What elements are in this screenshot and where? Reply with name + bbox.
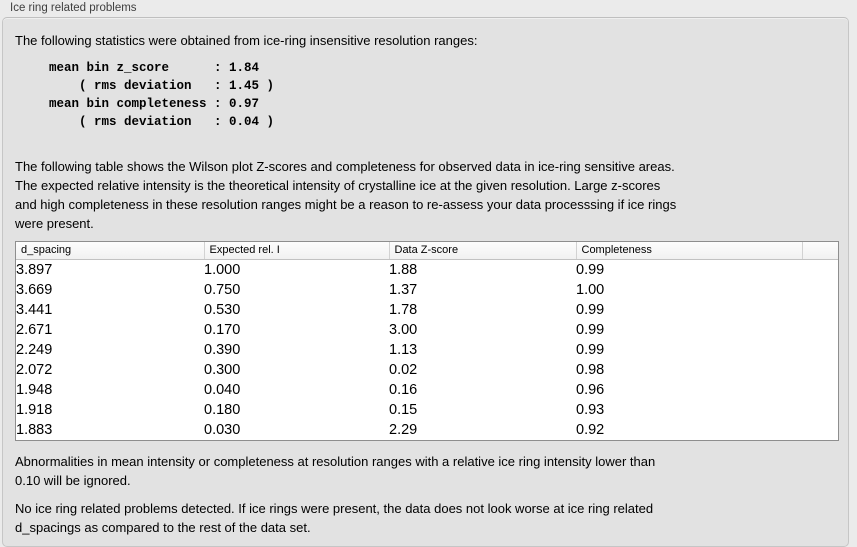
table-description-text: The following table shows the Wilson plo… <box>15 159 677 231</box>
table-cell: 2.671 <box>16 321 53 338</box>
table-cell: 0.99 <box>576 261 605 278</box>
table-cell: 0.02 <box>389 361 418 378</box>
table-cell: 0.92 <box>576 421 605 438</box>
table-row[interactable]: 3.669 0.750 1.37 1.00 <box>16 280 838 300</box>
table-cell: 1.000 <box>204 261 241 278</box>
conclusion-text: No ice ring related problems detected. I… <box>15 500 654 535</box>
table-cell: 0.16 <box>389 381 418 398</box>
table-cell: 1.78 <box>389 301 418 318</box>
table-cell: 0.750 <box>204 281 241 298</box>
table-cell: 1.948 <box>16 381 53 398</box>
table-cell: 0.98 <box>576 361 605 378</box>
table-cell: 3.00 <box>389 321 418 338</box>
table-row[interactable]: 3.441 0.530 1.78 0.99 <box>16 300 838 320</box>
table-cell: 3.441 <box>16 301 53 318</box>
table-header-row: d_spacing Expected rel. I Data Z-score Comp… <box>16 242 838 260</box>
table-cell: 1.918 <box>16 401 53 418</box>
table-row[interactable]: 3.897 1.000 1.88 0.99 <box>16 259 838 280</box>
table-cell-empty <box>802 280 838 300</box>
table-cell-empty <box>802 360 838 380</box>
table-cell-empty <box>802 420 838 440</box>
table-cell-empty <box>802 300 838 320</box>
ice-ring-table: d_spacing Expected rel. I Data Z-score Comp… <box>15 241 839 441</box>
table-row[interactable]: 1.883 0.030 2.29 0.92 <box>16 420 838 440</box>
column-header-data-z-score[interactable]: Data Z-score <box>389 242 577 260</box>
table-cell: 1.00 <box>576 281 605 298</box>
table-row[interactable]: 1.948 0.040 0.16 0.96 <box>16 380 838 400</box>
table-cell: 0.030 <box>204 421 241 438</box>
table-cell: 0.180 <box>204 401 241 418</box>
table-cell: 3.669 <box>16 281 53 298</box>
table-cell-empty <box>802 400 838 420</box>
table-cell: 0.170 <box>204 321 241 338</box>
table-cell: 0.99 <box>576 341 605 358</box>
table-row[interactable]: 2.671 0.170 3.00 0.99 <box>16 320 838 340</box>
table-cell: 2.249 <box>16 341 53 358</box>
table-cell-empty <box>802 320 838 340</box>
table-cell-empty <box>802 340 838 360</box>
table-cell: 0.99 <box>576 321 605 338</box>
column-header-empty <box>802 242 838 260</box>
table-row[interactable]: 1.918 0.180 0.15 0.93 <box>16 400 838 420</box>
groupbox-title: Ice ring related problems <box>10 2 137 14</box>
table-body: 3.897 1.000 1.88 0.99 3.669 0.750 1.37 1.00 3.44… <box>16 259 838 440</box>
table-row[interactable]: 2.249 0.390 1.13 0.99 <box>16 340 838 360</box>
ice-ring-panel: The following statistics were obtained f… <box>2 17 849 547</box>
column-header-expected-rel-i[interactable]: Expected rel. I <box>204 242 390 260</box>
table-cell: 0.530 <box>204 301 241 318</box>
ignore-note-text: Abnormalities in mean intensity or compl… <box>15 453 656 488</box>
table-row[interactable]: 2.072 0.300 0.02 0.98 <box>16 360 838 380</box>
table-cell: 3.897 <box>16 261 53 278</box>
table-cell: 0.99 <box>576 301 605 318</box>
table-cell: 2.29 <box>389 421 418 438</box>
table-cell: 1.13 <box>389 341 418 358</box>
table-cell: 1.37 <box>389 281 418 298</box>
ice-ring-data-table: d_spacing Expected rel. I Data Z-score Comp… <box>16 242 838 440</box>
table-cell: 1.88 <box>389 261 418 278</box>
table-cell: 1.883 <box>16 421 53 438</box>
stats-block: mean bin z_score : 1.84 ( rms deviation … <box>49 61 275 129</box>
table-cell: 0.93 <box>576 401 605 418</box>
stats-intro-text: The following statistics were obtained f… <box>15 33 478 48</box>
column-header-d-spacing[interactable]: d_spacing <box>16 242 205 260</box>
column-header-completeness[interactable]: Completeness <box>576 242 803 260</box>
table-cell: 0.390 <box>204 341 241 358</box>
table-cell-empty <box>802 380 838 400</box>
table-cell-empty <box>802 259 838 280</box>
table-header: d_spacing Expected rel. I Data Z-score Comp… <box>16 242 838 260</box>
table-cell: 2.072 <box>16 361 53 378</box>
table-cell: 0.15 <box>389 401 418 418</box>
table-cell: 0.040 <box>204 381 241 398</box>
table-cell: 0.96 <box>576 381 605 398</box>
table-cell: 0.300 <box>204 361 241 378</box>
